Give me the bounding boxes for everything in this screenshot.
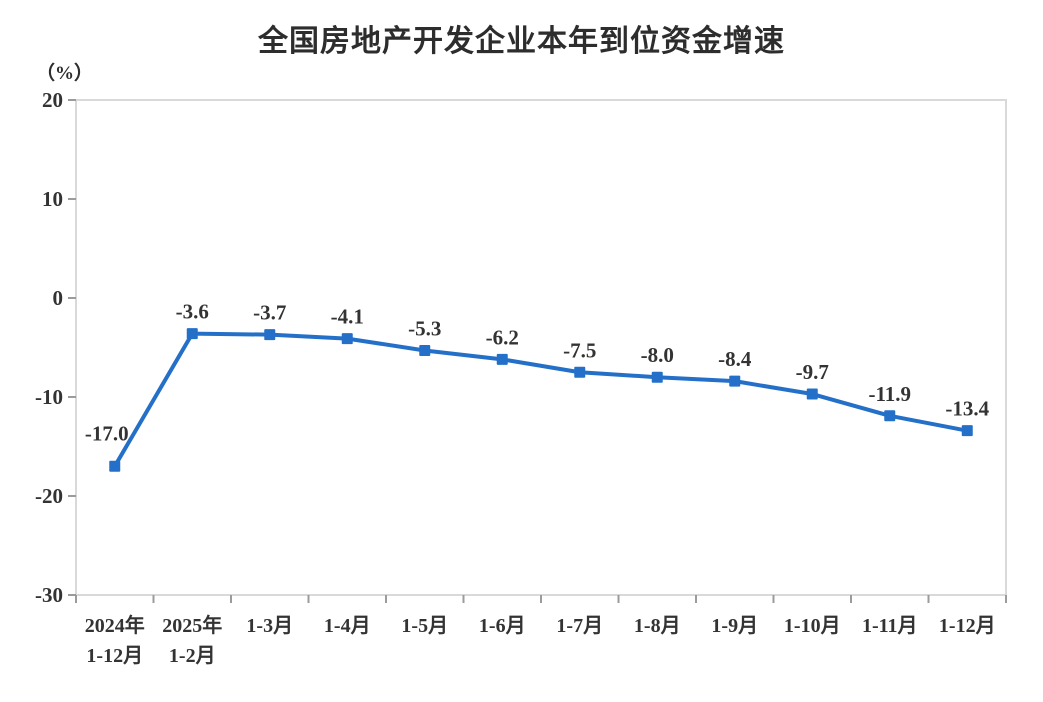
x-axis-category-label: 1-5月 <box>401 615 448 637</box>
x-axis-category-label: 1-10月 <box>784 615 841 637</box>
data-point-marker <box>109 460 121 472</box>
data-point-label: -7.5 <box>563 338 596 362</box>
y-axis: 20 10 0 -10 -20 -30 <box>35 88 76 607</box>
x-axis-category-label: 1-3月 <box>246 615 293 637</box>
x-axis-category-label: 1-11月 <box>862 615 918 637</box>
y-axis-tick-label: -10 <box>35 385 63 409</box>
plot-area-border <box>75 99 1007 596</box>
chart-title: 全国房地产开发企业本年到位资金增速 <box>258 25 785 58</box>
data-point-label: -8.0 <box>641 343 674 367</box>
y-axis-tick-label: 20 <box>42 88 63 112</box>
data-point-marker <box>496 353 508 365</box>
data-point-marker <box>341 333 353 345</box>
x-axis-category-label: 1-6月 <box>479 615 526 637</box>
x-axis-category-label: 2025年 1-2月 <box>162 613 222 667</box>
data-point-marker <box>264 329 276 341</box>
x-axis-category-label: 1-8月 <box>634 615 681 637</box>
data-point-marker <box>806 388 818 400</box>
data-point-marker <box>729 375 741 387</box>
data-point-marker <box>884 410 896 422</box>
data-point-label: -9.7 <box>796 360 829 384</box>
y-axis-tick-label: -30 <box>35 583 63 607</box>
y-axis-tick-label: -20 <box>35 484 63 508</box>
data-point-marker <box>651 371 663 383</box>
data-point-label: -8.4 <box>718 347 752 371</box>
x-axis-category-label: 2024年 1-12月 <box>85 613 145 667</box>
data-point-label: -11.9 <box>868 382 911 406</box>
data-point-marker <box>419 344 431 356</box>
data-point-label: -4.1 <box>331 305 364 329</box>
x-axis: 2024年 1-12月 2025年 1-2月 1-3月 1-4月 1-5月 1-6月 1-7月 1… <box>75 595 1007 667</box>
data-point-label: -17.0 <box>85 421 129 445</box>
data-point-label: -3.7 <box>253 301 286 325</box>
x-axis-category-label: 1-9月 <box>711 615 758 637</box>
data-point-label: -13.4 <box>945 397 989 421</box>
data-point-marker <box>574 366 586 378</box>
x-axis-category-label: 1-7月 <box>556 615 603 637</box>
y-axis-tick-label: 0 <box>53 286 64 310</box>
data-point-label: -5.3 <box>408 316 441 340</box>
data-point-label: -6.2 <box>486 325 519 349</box>
data-series: -17.0 -3.6 -3.7 -4.1 -5.3 -6.2 -7.5 -8.0 -8.4 -9.… <box>85 300 990 472</box>
y-axis-unit-label: （%） <box>36 63 94 84</box>
series-line <box>112 331 970 469</box>
y-axis-tick-label: 10 <box>42 187 63 211</box>
x-axis-category-label: 1-4月 <box>324 615 371 637</box>
x-axis-category-label: 1-12月 <box>939 615 996 637</box>
data-point-marker <box>961 425 973 437</box>
data-point-label: -3.6 <box>176 300 209 324</box>
data-point-marker <box>186 328 198 340</box>
